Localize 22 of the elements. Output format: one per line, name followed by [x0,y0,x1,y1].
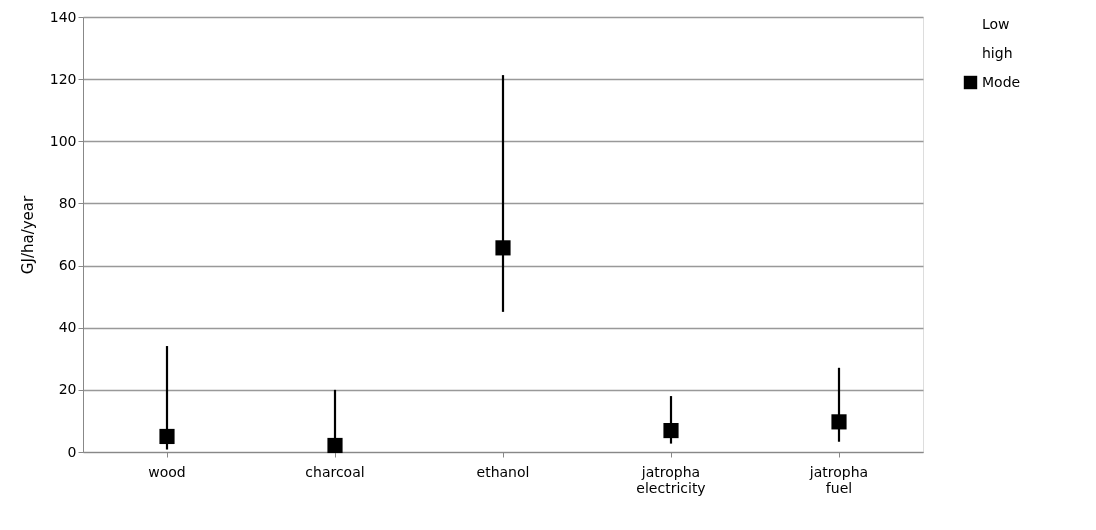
y-tick-label: 120 [49,70,77,87]
y-tick-label: 20 [58,381,77,398]
x-tick-label: ethanol [476,463,530,480]
x-tick-label: jatropha electricity [636,463,706,496]
legend-label: high [982,44,1013,61]
point [327,437,343,454]
y-tick-label: 60 [58,257,77,274]
point [831,414,847,430]
legend-label: Low [982,15,1010,32]
y-tick-label: 40 [58,319,77,336]
point [663,422,679,439]
x-tick-label: charcoal [305,463,365,480]
y-tick-label: 140 [49,8,77,25]
y-tick-label: 0 [67,443,77,460]
legend-label: Mode [982,73,1021,90]
x-tick-label: jatropha fuel [808,463,869,496]
y-tick-label: 80 [58,194,77,211]
y-axis-title: GJ/ha/year [18,195,37,275]
point [159,428,175,445]
x-tick-label: wood [148,463,186,480]
point [495,240,511,256]
y-tick-label: 100 [49,132,77,149]
